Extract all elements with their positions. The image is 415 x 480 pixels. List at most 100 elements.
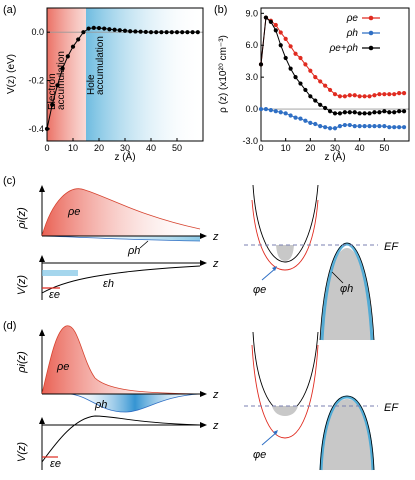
data-point — [332, 111, 338, 116]
rho-e-label: ρe — [56, 361, 69, 373]
data-point — [327, 126, 333, 131]
data-point — [44, 126, 50, 132]
data-point — [382, 92, 387, 97]
data-point — [387, 92, 392, 97]
panel-a-label: (a) — [3, 4, 16, 16]
potential-curve — [41, 415, 201, 463]
data-point — [362, 124, 367, 129]
data-point — [273, 109, 278, 114]
panel-b-frame — [260, 7, 410, 142]
data-point — [308, 68, 313, 73]
y-tick-label: 0.0 — [31, 27, 44, 37]
data-point — [278, 43, 283, 48]
hole-region-label-2: accumulation — [95, 36, 106, 95]
rho-e-label: ρe — [67, 206, 80, 218]
data-point — [174, 30, 180, 35]
rho-e-area — [42, 325, 200, 394]
arrowhead — [200, 260, 207, 266]
data-point — [342, 110, 347, 115]
data-point — [318, 102, 323, 107]
x-tick-label: 0 — [44, 143, 49, 153]
legend-label-rho-e: ρe — [346, 13, 359, 24]
data-point — [308, 120, 313, 126]
arrowhead — [39, 329, 45, 336]
data-point — [55, 83, 60, 88]
density-ylabel: ρi(z) — [16, 351, 28, 374]
panel-a-xlabel: z (Å) — [114, 150, 135, 163]
y-tick-label: -0.2 — [28, 76, 44, 86]
electron-region-label-2: accumulation — [56, 51, 67, 110]
hole-region-label-1: Hole — [86, 74, 97, 95]
data-point — [372, 110, 377, 115]
arrowhead — [39, 185, 45, 192]
data-point — [332, 126, 338, 131]
data-point — [112, 27, 117, 32]
rho-e-curve — [41, 325, 201, 395]
data-point — [164, 30, 169, 35]
conduction-band-black — [252, 184, 319, 263]
data-point — [397, 125, 402, 130]
y-tick-label: -3.0 — [242, 136, 258, 146]
legend-marker-rho-sum — [368, 45, 374, 51]
legend-label-rho-sum: ρe+ρh — [329, 43, 359, 54]
z-axis-label: z — [212, 420, 219, 432]
eps-e-label: εe — [50, 458, 61, 470]
data-point — [323, 125, 328, 130]
phi-h-label: φh — [340, 283, 353, 295]
z-axis-label: z — [212, 389, 219, 401]
data-point — [362, 111, 367, 116]
potential-ylabel: V(z) — [16, 442, 28, 463]
panel-b-ylabel: ρ (z) (x10²⁰ cm⁻³) — [218, 35, 229, 113]
x-tick-label: 40 — [146, 143, 156, 153]
data-point — [185, 30, 190, 35]
arrowhead — [200, 391, 207, 397]
panel-d-label: (d) — [3, 320, 16, 332]
arrowhead — [272, 266, 277, 271]
data-point — [268, 108, 273, 113]
data-point — [342, 122, 347, 128]
data-point — [367, 111, 372, 116]
data-point — [303, 62, 308, 67]
data-point — [278, 30, 283, 35]
data-point — [133, 29, 138, 34]
data-point — [357, 94, 362, 99]
data-point — [195, 30, 200, 35]
arrowhead — [273, 430, 278, 435]
filled-valence-band — [320, 248, 374, 340]
legend-marker-rho-e — [368, 15, 374, 21]
data-point — [148, 30, 154, 35]
data-point — [323, 105, 328, 111]
data-point — [298, 81, 303, 86]
data-point — [303, 118, 308, 123]
phi-e-pointer — [261, 267, 277, 281]
data-point — [117, 28, 122, 33]
eps-h-label: εh — [103, 278, 114, 290]
phi-e-label: φe — [253, 449, 266, 461]
data-point — [357, 111, 362, 116]
data-point — [392, 110, 397, 115]
panel-d-schematic: z ρe ρh ρi(z) z εe V(z) EF φe — [16, 325, 399, 471]
data-point — [313, 121, 318, 127]
data-point — [96, 25, 102, 31]
data-point — [91, 25, 96, 30]
data-point — [401, 91, 407, 96]
data-point — [288, 44, 293, 49]
data-point — [372, 124, 377, 129]
data-point — [81, 30, 86, 35]
x-tick-label: 0 — [258, 143, 263, 153]
data-point — [342, 94, 347, 99]
panel-a-ylabel: V(z) (eV) — [6, 54, 17, 94]
data-point — [76, 37, 81, 42]
phi-h-pointer — [331, 271, 344, 284]
x-tick-label: 10 — [281, 143, 291, 153]
panel-b-chart: 0 10 20 30 40 50-3.00.03.06.09.0 ρe ρh ρe+ρh … — [218, 7, 410, 163]
data-point — [180, 30, 185, 35]
x-tick-label: 50 — [379, 143, 389, 153]
filled-electron-pocket — [272, 406, 298, 416]
y-tick-label: 6.0 — [245, 40, 258, 50]
rho-h-label: ρh — [94, 399, 107, 411]
data-point — [298, 55, 303, 61]
electron-region-label-1: Electron — [47, 73, 58, 110]
data-point — [372, 93, 377, 98]
data-point — [50, 102, 55, 107]
